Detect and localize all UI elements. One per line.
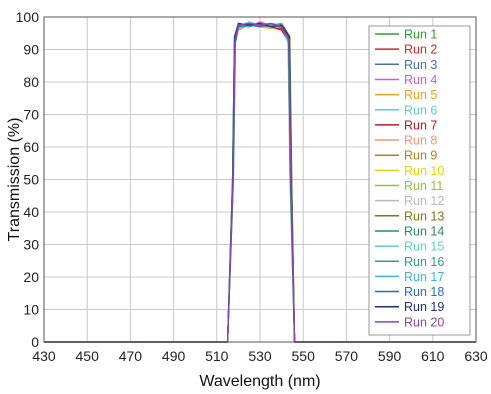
y-tick-label: 70 — [23, 107, 39, 123]
y-tick-label: 50 — [23, 172, 39, 188]
legend-label: Run 15 — [404, 240, 444, 254]
legend-label: Run 2 — [404, 43, 437, 57]
series-layer — [44, 21, 476, 343]
legend-label: Run 13 — [404, 209, 444, 223]
x-tick-labels: 430 450 470 490 510 530 550 570 590 610 630 — [32, 348, 488, 364]
legend-label: Run 6 — [404, 103, 437, 117]
x-tick-label: 430 — [32, 348, 56, 364]
x-tick-label: 490 — [162, 348, 186, 364]
legend-label: Run 12 — [404, 194, 444, 208]
x-tick-label: 610 — [421, 348, 445, 364]
legend-label: Run 11 — [404, 179, 443, 193]
legend-label: Run 20 — [404, 315, 444, 329]
legend-label: Run 19 — [404, 300, 444, 314]
x-tick-label: 590 — [378, 348, 402, 364]
legend-label: Run 16 — [404, 255, 444, 269]
x-tick-label: 530 — [248, 348, 272, 364]
y-tick-labels: 0 10 20 30 40 50 60 70 80 90 100 — [16, 9, 40, 350]
x-tick-label: 450 — [76, 348, 100, 364]
x-tick-label: 570 — [335, 348, 359, 364]
y-tick-label: 10 — [23, 302, 39, 318]
y-tick-label: 60 — [23, 139, 39, 155]
y-tick-label: 30 — [23, 237, 39, 253]
legend-label: Run 3 — [404, 58, 437, 72]
legend-label: Run 10 — [404, 164, 444, 178]
legend-label: Run 9 — [404, 149, 437, 163]
x-tick-label: 550 — [292, 348, 316, 364]
x-tick-label: 510 — [205, 348, 229, 364]
legend-label: Run 18 — [404, 285, 444, 299]
plot-frame — [43, 16, 477, 343]
y-tick-label: 0 — [31, 334, 39, 350]
series-line-20 — [44, 22, 476, 343]
legend-label: Run 1 — [404, 28, 437, 42]
legend-box — [368, 25, 471, 336]
legend-label: Run 7 — [404, 118, 437, 132]
y-tick-label: 40 — [23, 204, 39, 220]
y-tick-label: 100 — [16, 9, 40, 25]
x-axis-title: Wavelength (nm) — [199, 373, 320, 390]
legend-label: Run 8 — [404, 134, 437, 148]
legend-label: Run 17 — [404, 270, 444, 284]
legend-label: Run 14 — [404, 224, 444, 238]
x-tick-label: 630 — [464, 348, 488, 364]
y-tick-label: 90 — [23, 42, 39, 58]
legend-label: Run 4 — [404, 73, 437, 87]
y-tick-label: 20 — [23, 269, 39, 285]
y-tick-label: 80 — [23, 74, 39, 90]
y-axis-title: Transmission (%) — [6, 118, 23, 242]
x-tick-label: 470 — [119, 348, 143, 364]
legend-label: Run 5 — [404, 88, 437, 102]
